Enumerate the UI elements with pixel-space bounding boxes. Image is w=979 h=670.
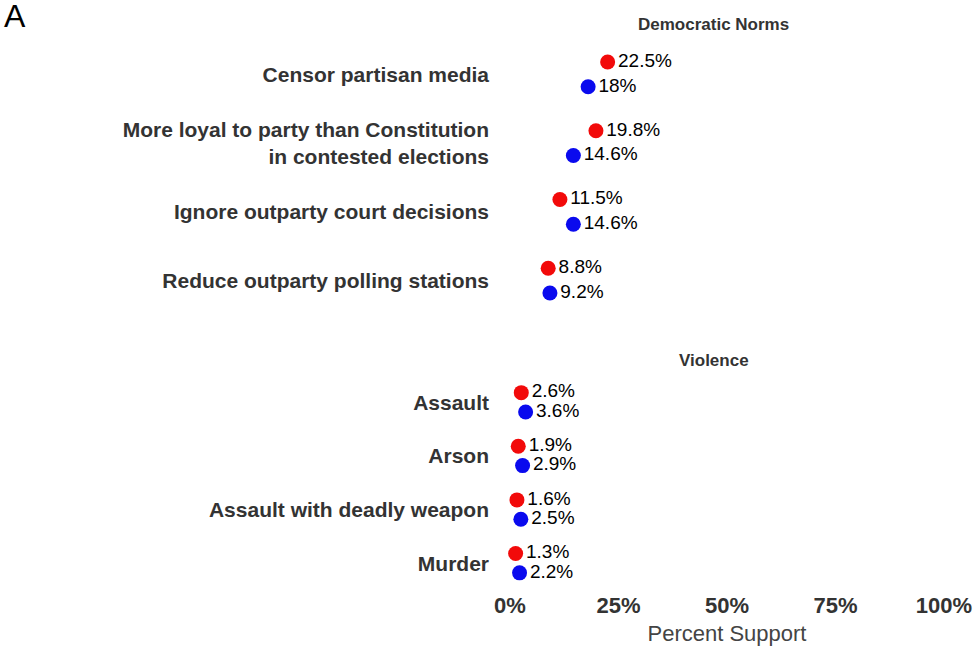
svg-text:Reduce outparty polling statio: Reduce outparty polling stations [162,269,489,292]
svg-text:14.6%: 14.6% [584,212,638,233]
svg-text:22.5%: 22.5% [618,50,672,71]
svg-text:Ignore outparty court decision: Ignore outparty court decisions [174,200,489,223]
svg-text:2.5%: 2.5% [531,507,574,528]
svg-text:Censor partisan media: Censor partisan media [263,63,490,86]
svg-text:9.2%: 9.2% [560,281,603,302]
svg-text:2.2%: 2.2% [530,561,573,582]
svg-text:Arson: Arson [428,444,489,467]
svg-text:19.8%: 19.8% [606,119,660,140]
svg-text:Violence: Violence [679,351,749,370]
svg-text:Percent Support: Percent Support [648,621,807,646]
svg-text:2.6%: 2.6% [532,380,575,401]
svg-text:Assault with deadly weapon: Assault with deadly weapon [209,498,489,521]
svg-text:25%: 25% [596,593,640,618]
svg-text:Democratic Norms: Democratic Norms [638,15,789,34]
svg-text:100%: 100% [916,593,972,618]
svg-text:A: A [4,0,26,34]
svg-text:Assault: Assault [413,391,489,414]
svg-text:More loyal to party than Const: More loyal to party than Constitutionin … [123,118,489,168]
svg-text:11.5%: 11.5% [570,187,623,208]
svg-text:0%: 0% [494,593,526,618]
svg-text:Murder: Murder [418,552,489,575]
svg-text:18%: 18% [598,75,636,96]
svg-text:2.9%: 2.9% [533,453,576,474]
svg-text:50%: 50% [705,593,749,618]
svg-text:1.9%: 1.9% [529,434,572,455]
svg-text:3.6%: 3.6% [536,400,579,421]
svg-text:1.3%: 1.3% [526,541,569,562]
svg-text:75%: 75% [813,593,857,618]
svg-text:1.6%: 1.6% [527,488,570,509]
svg-text:14.6%: 14.6% [584,143,638,164]
svg-text:8.8%: 8.8% [559,256,602,277]
